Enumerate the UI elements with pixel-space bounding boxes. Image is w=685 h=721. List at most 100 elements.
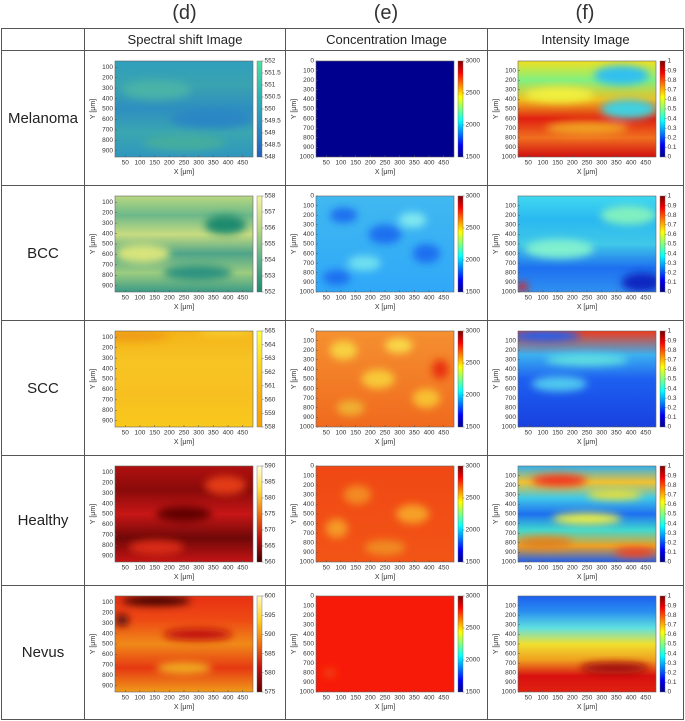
x-tick-label: 200 bbox=[365, 565, 376, 572]
x-tick-label: 450 bbox=[640, 160, 651, 167]
y-tick-label: 200 bbox=[102, 344, 113, 351]
x-tick-label: 50 bbox=[525, 695, 533, 702]
colorbar-tick-label: 553 bbox=[265, 273, 276, 280]
colorbar-tick-label: 2500 bbox=[466, 360, 481, 367]
y-tick-label: 800 bbox=[303, 540, 314, 547]
x-tick-label: 50 bbox=[122, 430, 130, 437]
x-tick-label: 250 bbox=[582, 695, 593, 702]
y-tick-label: 1000 bbox=[300, 424, 315, 431]
plot-cell: 50 100 150 200 250 300 350 400 450 100 200 300 400 50… bbox=[85, 456, 286, 586]
colorbar-tick-label: 557 bbox=[265, 209, 276, 216]
y-tick-label: 100 bbox=[102, 599, 113, 606]
x-tick-label: 400 bbox=[424, 565, 435, 572]
colorbar bbox=[457, 60, 464, 158]
y-tick-label: 600 bbox=[303, 385, 314, 392]
y-tick-label: 800 bbox=[505, 670, 516, 677]
x-axis-label: X [μm] bbox=[174, 704, 194, 711]
plot-cell: 50 100 150 200 250 300 350 400 450 0 100 200 300 400 5… bbox=[286, 321, 488, 456]
x-tick-label: 150 bbox=[552, 160, 563, 167]
colorbar-tick-label: 0.3 bbox=[668, 260, 677, 267]
heatmap-plot: 50 100 150 200 250 300 350 400 45001002003004005… bbox=[291, 193, 481, 311]
y-tick-label: 300 bbox=[505, 492, 516, 499]
panel-letter: (e) bbox=[373, 2, 399, 24]
colorbar-tick-label: 555 bbox=[265, 241, 276, 248]
y-tick-label: 1000 bbox=[502, 559, 517, 566]
y-tick-label: 400 bbox=[505, 501, 516, 508]
colorbar-tick-label: 0.1 bbox=[668, 144, 677, 151]
x-tick-label: 50 bbox=[122, 695, 130, 702]
y-tick-label: 500 bbox=[505, 376, 516, 383]
colorbar-tick-label: 0.5 bbox=[668, 241, 677, 248]
y-tick-label: 300 bbox=[102, 85, 113, 92]
plot-cell: 50 100 150 200 250 300 350 400 450 0 100 200 300 400 5… bbox=[286, 186, 488, 321]
y-tick-label: 700 bbox=[303, 660, 314, 667]
colorbar-tick-label: 0.2 bbox=[668, 270, 677, 277]
x-tick-label: 150 bbox=[350, 565, 361, 572]
colorbar-tick-label: 0.9 bbox=[668, 337, 677, 344]
x-tick-label: 100 bbox=[336, 160, 347, 167]
heatmap bbox=[518, 196, 656, 292]
plot-cell: 50 100 150 200 250 300 350 400 450 100 200 300 400 50… bbox=[488, 586, 684, 720]
x-tick-label: 150 bbox=[552, 295, 563, 302]
colorbar-tick-label: 1 bbox=[668, 463, 672, 470]
y-tick-label: 100 bbox=[102, 334, 113, 341]
y-tick-label: 900 bbox=[102, 147, 113, 154]
colorbar-tick-label: 3000 bbox=[466, 463, 481, 470]
colorbar-tick-label: 0 bbox=[668, 154, 672, 161]
y-tick-label: 500 bbox=[505, 241, 516, 248]
y-tick-label: 500 bbox=[102, 241, 113, 248]
y-tick-label: 300 bbox=[303, 87, 314, 94]
y-tick-label: 500 bbox=[505, 511, 516, 518]
y-tick-label: 200 bbox=[505, 347, 516, 354]
colorbar-tick-label: 0.8 bbox=[668, 212, 677, 219]
x-tick-label: 200 bbox=[365, 295, 376, 302]
y-tick-label: 400 bbox=[303, 231, 314, 238]
y-tick-label: 0 bbox=[310, 193, 314, 200]
x-axis-label: X [μm] bbox=[174, 169, 194, 176]
x-tick-label: 300 bbox=[596, 565, 607, 572]
colorbar-tick-label: 564 bbox=[265, 341, 276, 348]
colorbar-tick-label: 0.8 bbox=[668, 612, 677, 619]
colorbar-tick-label: 2000 bbox=[466, 657, 481, 664]
x-tick-label: 250 bbox=[179, 295, 190, 302]
colorbar bbox=[256, 330, 263, 428]
y-tick-label: 700 bbox=[303, 395, 314, 402]
x-tick-label: 100 bbox=[336, 295, 347, 302]
x-tick-label: 450 bbox=[237, 160, 248, 167]
y-tick-label: 300 bbox=[303, 357, 314, 364]
x-tick-label: 350 bbox=[409, 695, 420, 702]
y-tick-label: 900 bbox=[505, 279, 516, 286]
y-axis-label: Y [μm] bbox=[90, 234, 97, 254]
y-tick-label: 200 bbox=[303, 77, 314, 84]
x-tick-label: 50 bbox=[323, 565, 331, 572]
colorbar-tick-label: 560 bbox=[265, 559, 276, 566]
colorbar-tick-label: 0.1 bbox=[668, 549, 677, 556]
x-tick-label: 50 bbox=[525, 430, 533, 437]
y-tick-label: 400 bbox=[303, 501, 314, 508]
y-tick-label: 300 bbox=[102, 620, 113, 627]
colorbar bbox=[659, 465, 666, 563]
x-tick-label: 450 bbox=[438, 695, 449, 702]
colorbar-tick-label: 0.4 bbox=[668, 650, 677, 657]
y-tick-label: 400 bbox=[505, 96, 516, 103]
colorbar bbox=[457, 195, 464, 293]
y-axis-label: Y [μm] bbox=[291, 504, 298, 524]
colorbar-tick-label: 565 bbox=[265, 328, 276, 335]
plot-cell: 50 100 150 200 250 300 350 400 450 100 200 300 400 50… bbox=[85, 586, 286, 720]
y-tick-label: 600 bbox=[505, 385, 516, 392]
x-tick-label: 450 bbox=[640, 695, 651, 702]
colorbar-tick-label: 2000 bbox=[466, 527, 481, 534]
y-tick-label: 700 bbox=[102, 532, 113, 539]
y-tick-label: 400 bbox=[303, 631, 314, 638]
y-axis-label: Y [μm] bbox=[493, 369, 500, 389]
x-tick-label: 150 bbox=[350, 695, 361, 702]
y-tick-label: 0 bbox=[310, 58, 314, 65]
y-tick-label: 900 bbox=[505, 679, 516, 686]
x-tick-label: 300 bbox=[394, 160, 405, 167]
x-tick-label: 400 bbox=[223, 695, 234, 702]
y-tick-label: 100 bbox=[102, 469, 113, 476]
x-tick-label: 300 bbox=[596, 430, 607, 437]
y-tick-label: 100 bbox=[303, 337, 314, 344]
x-tick-label: 300 bbox=[596, 160, 607, 167]
y-tick-label: 900 bbox=[102, 682, 113, 689]
